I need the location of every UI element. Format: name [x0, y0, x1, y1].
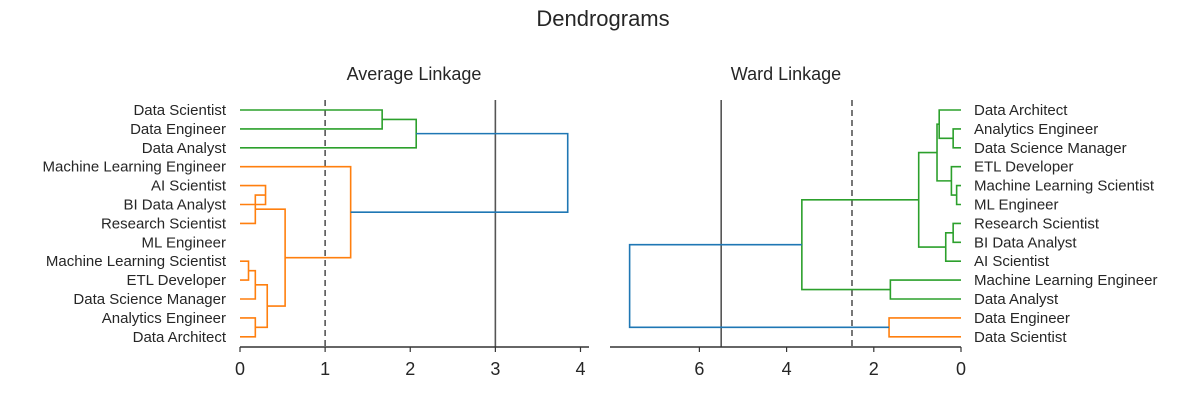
ward-x-tick-label-2: 2: [869, 359, 879, 379]
avg-link-0: [240, 109, 383, 130]
avg-leaf-label-6: Research Scientist: [101, 215, 227, 232]
ward-leaf-label-2: Data Science Manager: [974, 140, 1127, 157]
avg-link-4: [240, 260, 250, 281]
ward-leaf-label-8: AI Scientist: [974, 253, 1050, 270]
ward-x-tick-label-1: 4: [782, 359, 792, 379]
avg-link-9: [240, 165, 352, 259]
ward-link-1: [955, 184, 961, 206]
avg-leaf-label-0: Data Scientist: [133, 102, 226, 119]
avg-leaf-label-9: ETL Developer: [127, 272, 227, 289]
avg-x-tick-label-0: 0: [235, 359, 245, 379]
ward-leaf-label-7: BI Data Analyst: [974, 234, 1077, 251]
avg-link-6: [240, 317, 257, 338]
avg-leaf-label-10: Data Science Manager: [73, 291, 226, 308]
ward-x-tick-label-3: 0: [956, 359, 966, 379]
figure-title: Dendrograms: [536, 6, 669, 31]
avg-x-tick-label-3: 3: [490, 359, 500, 379]
ward-leaf-label-6: Research Scientist: [974, 215, 1100, 232]
ward-linkage-panel: Ward Linkage Data Architect Analytics Eng…: [610, 64, 1157, 379]
avg-leaf-label-2: Data Analyst: [142, 140, 227, 157]
avg-link-1: [240, 118, 418, 149]
avg-leaf-label-3: Machine Learning Engineer: [43, 159, 226, 176]
ward-x-tick-label-0: 6: [694, 359, 704, 379]
avg-link-5: [240, 269, 257, 300]
average-linkage-title: Average Linkage: [347, 64, 482, 84]
ward-leaf-label-10: Data Analyst: [974, 291, 1059, 308]
avg-leaf-label-7: ML Engineer: [142, 234, 227, 251]
avg-link-10: [350, 132, 569, 213]
ward-link-6: [936, 123, 952, 182]
ward-leaf-label-0: Data Architect: [974, 102, 1068, 119]
avg-leaf-label-8: Machine Learning Scientist: [46, 253, 227, 270]
ward-leaf-label-11: Data Engineer: [974, 310, 1070, 327]
avg-x-tick-label-2: 2: [405, 359, 415, 379]
average-linkage-panel: Average Linkage Data Scientist Data Engin…: [43, 64, 589, 379]
avg-link-7: [255, 284, 269, 329]
ward-link-9: [888, 317, 961, 338]
ward-linkage-title: Ward Linkage: [731, 64, 841, 84]
avg-leaf-label-12: Data Architect: [133, 329, 227, 346]
avg-link-8: [255, 208, 286, 307]
avg-leaf-label-4: AI Scientist: [151, 178, 227, 195]
avg-leaf-label-1: Data Engineer: [130, 121, 226, 138]
avg-leaf-label-5: BI Data Analyst: [123, 197, 226, 214]
ward-link-5: [938, 109, 961, 140]
ward-leaf-label-4: Machine Learning Scientist: [974, 178, 1155, 195]
ward-link-7: [917, 151, 946, 248]
avg-x-tick-label-4: 4: [575, 359, 585, 379]
ward-link-3: [952, 222, 961, 244]
ward-link-10: [801, 198, 919, 291]
ward-leaf-label-12: Data Scientist: [974, 329, 1067, 346]
avg-leaf-label-11: Analytics Engineer: [102, 310, 226, 327]
ward-leaf-label-5: ML Engineer: [974, 197, 1059, 214]
ward-leaf-label-1: Analytics Engineer: [974, 121, 1098, 138]
ward-link-0: [952, 128, 961, 149]
avg-x-tick-label-1: 1: [320, 359, 330, 379]
ward-leaf-label-9: Machine Learning Engineer: [974, 272, 1157, 289]
ward-leaf-label-3: ETL Developer: [974, 159, 1074, 176]
ward-link-11: [628, 243, 890, 329]
ward-link-8: [889, 279, 961, 300]
avg-link-2: [240, 184, 267, 206]
